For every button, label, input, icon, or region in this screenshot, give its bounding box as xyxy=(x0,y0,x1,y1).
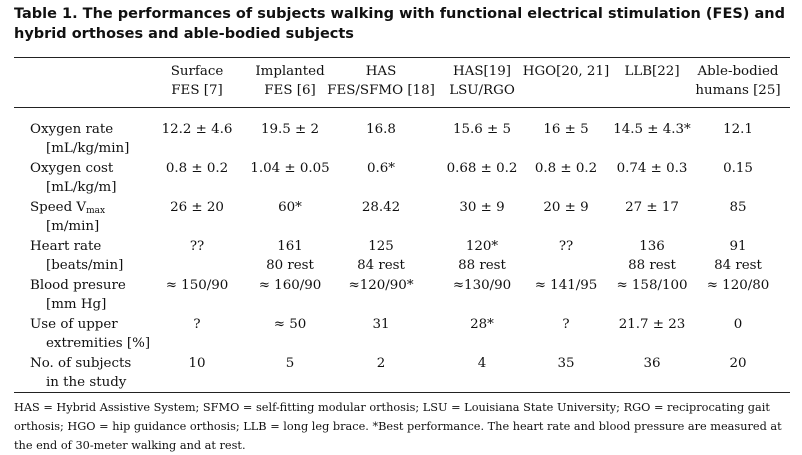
row-label-unit: in the study xyxy=(46,375,127,390)
table-cell-rest: 84 rest xyxy=(357,258,405,273)
column-header-line1: LLB[22] xyxy=(624,64,680,79)
row-label: Heart rate xyxy=(30,237,101,256)
table-cell: 5 xyxy=(285,356,295,371)
row-label: Blood presure xyxy=(30,276,126,295)
table-cell: 30 ± 9 xyxy=(459,200,505,215)
column-header-line2: FES [6] xyxy=(264,83,316,98)
table-cell: 14.5 ± 4.3* xyxy=(613,122,691,137)
column-header-line1: HGO[20, 21] xyxy=(522,64,610,79)
header-rule xyxy=(14,107,790,108)
table-cell: 20 ± 9 xyxy=(543,200,589,215)
row-label-subscript: max xyxy=(86,206,106,216)
table-cell: 20 xyxy=(729,356,747,371)
table-cell: 120* xyxy=(465,239,499,254)
table-caption: Table 1. The performances of subjects wa… xyxy=(14,6,785,42)
table-cell: 16 ± 5 xyxy=(543,122,589,137)
column-header-line1: HAS[19] xyxy=(452,64,511,79)
row-label-unit: [mL/kg/m] xyxy=(46,180,117,195)
table-cell: 0.74 ± 0.3 xyxy=(616,161,688,176)
table-cell: ≈ 150/90 xyxy=(165,278,229,293)
top-rule xyxy=(14,57,790,58)
table-cell: 4 xyxy=(477,356,487,371)
table-cell: 0 xyxy=(733,317,743,332)
table-cell: 31 xyxy=(372,317,390,332)
row-label-unit: extremities [%] xyxy=(46,336,151,351)
column-header-line2: FES [7] xyxy=(171,83,223,98)
table-cell: ?? xyxy=(189,239,205,254)
table-cell: ? xyxy=(193,317,201,332)
table-cell: 15.6 ± 5 xyxy=(452,122,512,137)
row-label-text: No. of subjects xyxy=(30,356,132,371)
column-header-line1: HAS xyxy=(365,64,397,79)
table-cell: 91 xyxy=(729,239,747,254)
row-label-text: Oxygen rate xyxy=(30,122,114,137)
row-label-unit: [mL/kg/min] xyxy=(46,141,130,156)
table-cell: 16.8 xyxy=(366,122,396,137)
table-cell: ≈ 120/80 xyxy=(706,278,770,293)
row-label: Speed Vmax xyxy=(30,198,105,221)
table-cell: 136 xyxy=(639,239,665,254)
table-cell: 0.6* xyxy=(367,161,395,176)
table-cell: 0.8 ± 0.2 xyxy=(534,161,598,176)
row-label-unit: [m/min] xyxy=(46,219,100,234)
table-cell: 161 xyxy=(277,239,303,254)
table-cell: ≈ 141/95 xyxy=(534,278,598,293)
table-cell: 12.1 xyxy=(723,122,753,137)
column-header-line2: FES/SFMO [18] xyxy=(327,83,435,98)
column-header-line2: LSU/RGO xyxy=(449,83,515,98)
table-cell: 1.04 ± 0.05 xyxy=(250,161,330,176)
row-label-text: Use of upper xyxy=(30,317,118,332)
column-header-line1: Surface xyxy=(170,64,224,79)
table-cell: 0.68 ± 0.2 xyxy=(446,161,518,176)
table-cell: 12.2 ± 4.6 xyxy=(161,122,233,137)
row-label-text: Heart rate xyxy=(30,239,102,254)
table-cell: 125 xyxy=(368,239,394,254)
column-header-line1: Implanted xyxy=(255,64,325,79)
table-cell-rest: 84 rest xyxy=(714,258,762,273)
table-cell-rest: 88 rest xyxy=(458,258,506,273)
table-cell: 0.15 xyxy=(723,161,753,176)
table-footnote: HAS = Hybrid Assistive System; SFMO = se… xyxy=(14,401,782,452)
column-header-line2: humans [25] xyxy=(695,83,781,98)
table-cell-rest: 88 rest xyxy=(628,258,676,273)
table-cell: ≈ 50 xyxy=(273,317,307,332)
table-cell: 28.42 xyxy=(361,200,401,215)
row-label-unit: [beats/min] xyxy=(46,258,124,273)
table-cell: ≈130/90 xyxy=(452,278,512,293)
row-label-text: Oxygen cost xyxy=(30,161,114,176)
table-cell: 0.8 ± 0.2 xyxy=(165,161,229,176)
table-cell: ≈ 160/90 xyxy=(258,278,322,293)
table-cell: ?? xyxy=(558,239,574,254)
table-cell: 21.7 ± 23 xyxy=(618,317,686,332)
table-cell: 60* xyxy=(278,200,302,215)
table-cell: 35 xyxy=(557,356,575,371)
table-cell: 27 ± 17 xyxy=(625,200,679,215)
table-cell: ≈120/90* xyxy=(348,278,414,293)
row-label: Use of upper xyxy=(30,315,118,334)
table-cell: ? xyxy=(562,317,570,332)
table-cell: ≈ 158/100 xyxy=(616,278,688,293)
row-label: Oxygen rate xyxy=(30,120,113,139)
table-cell: 19.5 ± 2 xyxy=(260,122,320,137)
table-cell: 36 xyxy=(643,356,661,371)
table-cell: 10 xyxy=(188,356,206,371)
row-label: No. of subjects xyxy=(30,354,131,373)
row-label: Oxygen cost xyxy=(30,159,113,178)
table-cell-rest: 80 rest xyxy=(266,258,314,273)
row-label-unit: [mm Hg] xyxy=(46,297,107,312)
table-cell: 28* xyxy=(470,317,494,332)
column-header-line1: Able-bodied xyxy=(697,64,779,79)
row-label-text: Blood presure xyxy=(30,278,126,293)
table-cell: 2 xyxy=(376,356,386,371)
row-label-text: Speed V xyxy=(30,200,87,215)
bottom-rule xyxy=(14,392,790,393)
table-cell: 26 ± 20 xyxy=(170,200,224,215)
table-cell: 85 xyxy=(729,200,747,215)
